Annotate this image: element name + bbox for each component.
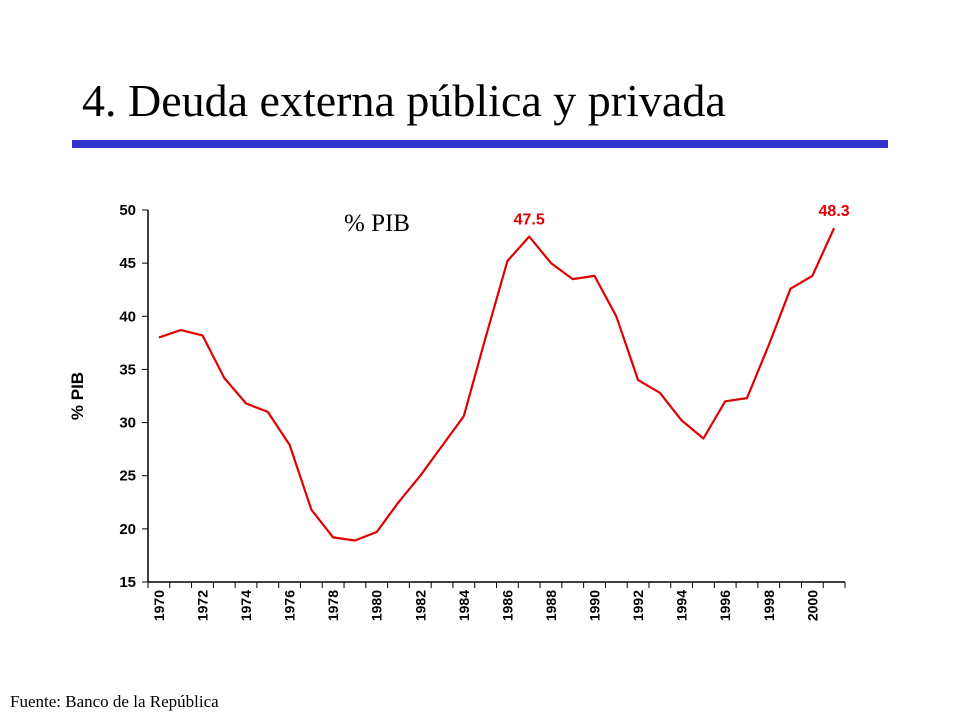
y-tick-label: 30 <box>119 415 136 432</box>
slide-title: 4. Deuda externa pública y privada <box>82 75 726 126</box>
x-tick-label: 1996 <box>717 590 733 621</box>
y-tick-label: 50 <box>119 202 136 219</box>
x-tick-label: 1998 <box>761 590 777 621</box>
debt-line-chart: 15 20 25 30 35 40 45 50 1970 1972 1974 1976 1978 198… <box>68 202 850 621</box>
x-tick-label: 1984 <box>456 590 472 621</box>
x-axis-ticks: 1970 1972 1974 1976 1978 1980 1982 1984 1986 1988… <box>147 582 846 621</box>
chart-axes <box>147 210 845 583</box>
x-tick-label: 1970 <box>151 590 167 621</box>
peak-value-label: 47.5 <box>514 212 545 229</box>
x-tick-label: 1988 <box>543 590 559 621</box>
x-tick-label: 1982 <box>412 590 428 621</box>
series-line <box>158 227 836 542</box>
y-tick-label: 20 <box>119 521 136 538</box>
title-underline-bar <box>72 140 888 148</box>
series-group <box>158 227 836 542</box>
x-tick-label: 2000 <box>804 590 820 621</box>
y-tick-label: 35 <box>119 361 136 378</box>
y-axis-ticks: 15 20 25 30 35 40 45 50 <box>119 202 148 591</box>
source-footnote: Fuente: Banco de la República <box>10 692 219 711</box>
annotations-group: 47.5 48.3 <box>514 203 850 229</box>
y-tick-label: 15 <box>119 574 136 591</box>
peak-value-label: 48.3 <box>819 203 850 220</box>
chart-inline-label: % PIB <box>344 210 410 237</box>
x-tick-label: 1976 <box>282 590 298 621</box>
x-tick-label: 1972 <box>194 590 210 621</box>
y-tick-label: 45 <box>119 255 136 272</box>
x-tick-label: 1974 <box>238 590 254 621</box>
x-tick-label: 1992 <box>630 590 646 621</box>
y-axis-label: % PIB <box>68 372 87 420</box>
x-tick-label: 1994 <box>674 590 690 621</box>
x-tick-label: 1990 <box>587 590 603 621</box>
x-tick-label: 1980 <box>369 590 385 621</box>
x-tick-label: 1986 <box>499 590 515 621</box>
y-tick-label: 25 <box>119 468 136 485</box>
x-tick-label: 1978 <box>325 590 341 621</box>
y-tick-label: 40 <box>119 308 136 325</box>
